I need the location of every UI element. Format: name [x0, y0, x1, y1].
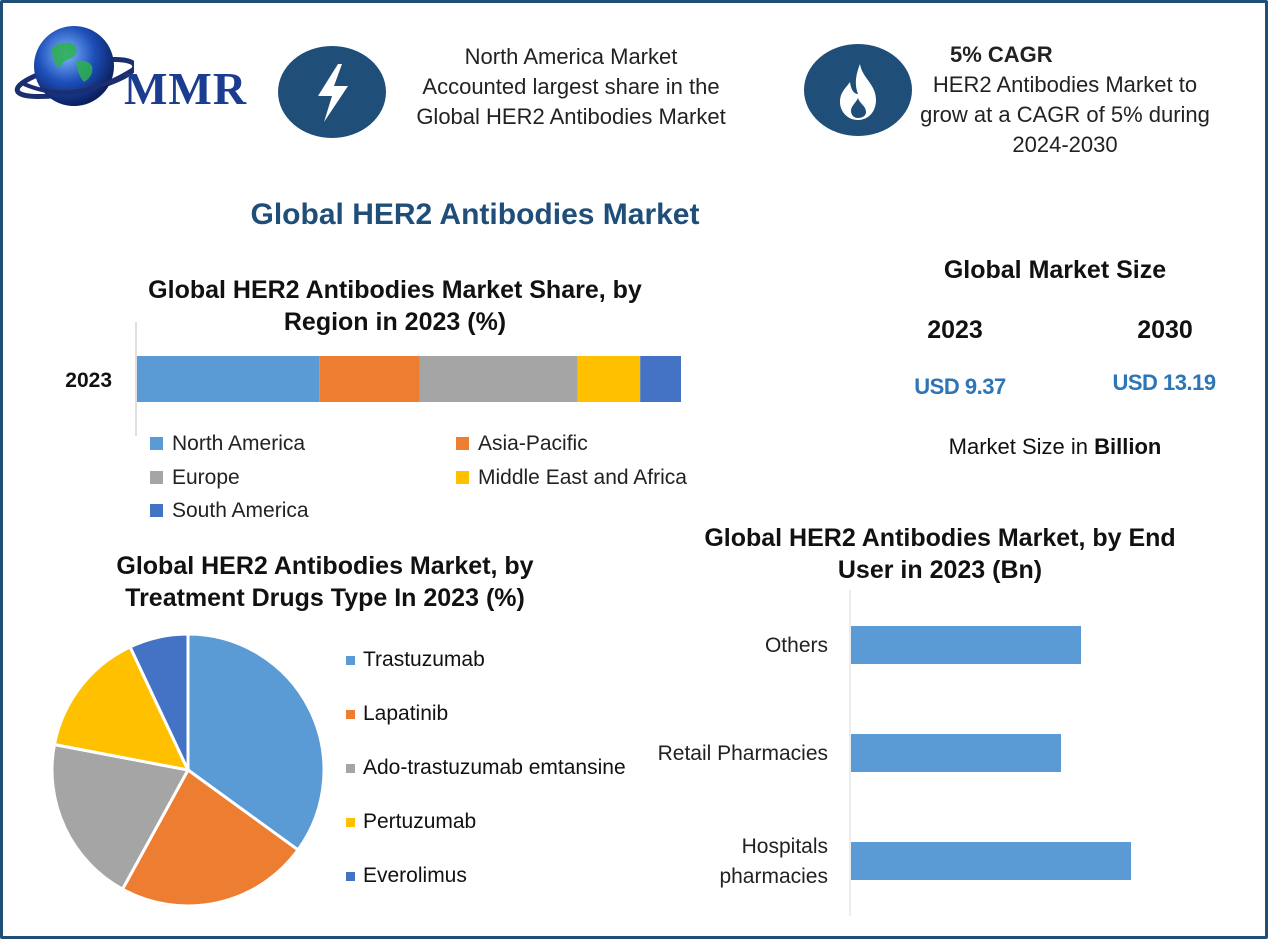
- region-bar-segment-0: [137, 356, 320, 402]
- region-legend-label-4: South America: [172, 499, 309, 522]
- pie-legend-swatch-0: [346, 655, 355, 665]
- pie-legend-swatch-3: [346, 817, 355, 827]
- drug-type-chart-title: Global HER2 Antibodies Market, by Treatm…: [80, 550, 570, 614]
- region-chart-title-line-1: Global HER2 Antibodies Market Share, by: [148, 276, 642, 304]
- region-legend-swatch-0: [150, 437, 163, 450]
- region-bar-segment-1: [319, 356, 420, 402]
- region-legend-label-2: Europe: [172, 466, 240, 489]
- end-user-chart-title-line-1: Global HER2 Antibodies Market, by End: [704, 524, 1176, 552]
- pie-slice-3: [52, 644, 191, 773]
- market-size-heading: Global Market Size: [943, 256, 1167, 284]
- flame-badge: [804, 44, 912, 136]
- region-legend-label-1: Asia-Pacific: [478, 432, 588, 455]
- region-legend-label-3: Middle East and Africa: [478, 466, 687, 489]
- region-legend-label-0: North America: [172, 432, 305, 455]
- market-size-note-unit: Billion: [1094, 434, 1162, 459]
- region-stacked-bar-chart: 2023 North America Asia-Pacific Europe Middl…: [65, 322, 687, 522]
- pie-legend-swatch-2: [346, 763, 355, 773]
- pie-legend-swatch-4: [346, 871, 355, 881]
- end-user-bar-2: [851, 842, 1131, 880]
- end-user-chart-title: Global HER2 Antibodies Market, by End Us…: [680, 522, 1200, 586]
- end-user-bar-1: [851, 734, 1061, 772]
- lightning-icon: [318, 64, 348, 122]
- cagr-title: 5% CAGR: [950, 42, 1053, 67]
- region-info-line-2: Accounted largest share in the: [422, 74, 720, 99]
- region-chart-title-line-2: Region in 2023 (%): [283, 308, 507, 336]
- region-info: North America Market Accounted largest s…: [390, 42, 752, 132]
- drug-type-chart-title-line-2: Treatment Drugs Type In 2023 (%): [125, 584, 525, 612]
- region-legend-swatch-4: [150, 504, 163, 517]
- cagr-info-line-3: 2024-2030: [1012, 132, 1118, 157]
- end-user-category-label-0: Others: [765, 634, 828, 657]
- drug-type-pie-chart: [50, 632, 326, 908]
- region-info-line-1: North America Market: [464, 44, 678, 69]
- cagr-info-line-1: HER2 Antibodies Market to: [932, 72, 1198, 97]
- pie-slice-4: [128, 632, 190, 771]
- region-legend-swatch-3: [456, 471, 469, 484]
- lightning-badge: [278, 46, 386, 138]
- pie-legend-label-3: Pertuzumab: [363, 810, 477, 833]
- pie-slice-1: [120, 767, 301, 908]
- market-size-year-2023: 2023: [927, 316, 983, 344]
- logo-text: MMR: [124, 63, 248, 114]
- region-chart-title: Global HER2 Antibodies Market Share, by …: [110, 274, 680, 338]
- pie-legend-item-3: Pertuzumab: [346, 810, 476, 834]
- market-size-note-prefix: Market Size in: [948, 434, 1095, 459]
- cagr-info-line-2: grow at a CAGR of 5% during: [920, 102, 1210, 127]
- market-size-value-2030: USD 13.19: [1112, 370, 1216, 395]
- region-bar-segment-4: [640, 356, 681, 402]
- market-size-year-2030: 2030: [1137, 316, 1193, 344]
- pie-legend-swatch-1: [346, 709, 355, 719]
- end-user-bar-0: [851, 626, 1081, 664]
- pie-slice-2: [50, 742, 191, 892]
- pie-legend-label-4: Everolimus: [363, 864, 467, 887]
- end-user-chart-title-line-2: User in 2023 (Bn): [837, 556, 1043, 584]
- main-title: Global HER2 Antibodies Market: [250, 198, 700, 231]
- end-user-bar-chart: Others Retail Pharmacies Hospitals pharmaci…: [658, 590, 1131, 916]
- drug-type-chart-title-line-1: Global HER2 Antibodies Market, by: [116, 552, 534, 580]
- region-bar-segment-3: [577, 356, 641, 402]
- market-size-note: Market Size in Billion: [900, 434, 1210, 460]
- pie-slice-0: [186, 632, 326, 853]
- pie-legend-item-0: Trastuzumab: [346, 648, 485, 672]
- pie-legend-label-1: Lapatinib: [363, 702, 449, 725]
- market-size-value-2023: USD 9.37: [914, 374, 1006, 399]
- cagr-info: 5% CAGR HER2 Antibodies Market to grow a…: [900, 40, 1230, 160]
- pie-legend-item-2: Ado-trastuzumab emtansine: [346, 756, 626, 780]
- mmr-logo: MMR: [14, 18, 254, 118]
- region-legend-swatch-2: [150, 471, 163, 484]
- region-legend-swatch-1: [456, 437, 469, 450]
- region-info-line-3: Global HER2 Antibodies Market: [416, 104, 726, 129]
- end-user-category-label-1: Retail Pharmacies: [658, 742, 828, 765]
- pie-legend-label-0: Trastuzumab: [363, 648, 485, 671]
- pie-legend-label-2: Ado-trastuzumab emtansine: [363, 756, 626, 779]
- flame-icon: [840, 64, 876, 120]
- pie-legend-item-1: Lapatinib: [346, 702, 448, 726]
- region-category-label: 2023: [65, 369, 112, 392]
- globe-icon: [14, 26, 134, 106]
- pie-legend-item-4: Everolimus: [346, 864, 467, 888]
- region-bar-segment-2: [419, 356, 578, 402]
- end-user-category-label-2: Hospitals pharmacies: [719, 835, 828, 888]
